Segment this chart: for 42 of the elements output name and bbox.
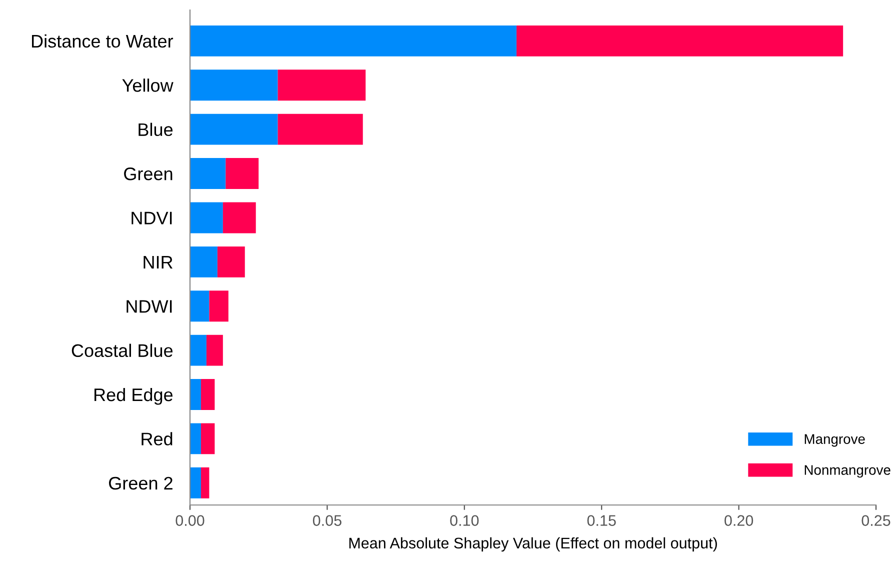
- y-tick-label: Green 2: [109, 476, 172, 490]
- bar: [209, 290, 228, 322]
- x-tick-label: 0.05: [312, 515, 342, 526]
- bar: [226, 158, 259, 189]
- bar: [200, 379, 215, 410]
- y-tick-label: NDVI: [132, 212, 172, 224]
- bar: [217, 246, 245, 278]
- bar: [190, 246, 218, 278]
- bar: [278, 114, 363, 145]
- y-tick-label: Blue: [138, 122, 173, 136]
- legend-label: Mangrove: [804, 434, 865, 447]
- bar: [190, 379, 201, 410]
- bar: [200, 423, 215, 454]
- x-tick-label: 0.25: [862, 515, 890, 526]
- bar: [190, 25, 517, 56]
- x-tick-label: 0.15: [587, 515, 616, 526]
- y-tick-label: Coastal Blue: [72, 344, 173, 358]
- y-tick-label: Green: [124, 167, 172, 180]
- bar: [206, 334, 223, 366]
- bar: [190, 202, 223, 234]
- y-tick-label: Distance to Water: [32, 34, 174, 48]
- x-tick-label: 0.10: [450, 515, 479, 526]
- y-tick-label: NIR: [144, 256, 172, 268]
- bar: [190, 158, 226, 189]
- y-tick-label: NDWI: [126, 300, 172, 313]
- y-tick-label: Red Edge: [94, 388, 173, 405]
- legend-label: Nonmangrove: [804, 465, 890, 478]
- bar: [222, 202, 256, 234]
- bar: [190, 70, 278, 101]
- bar: [516, 25, 844, 56]
- bar: [190, 467, 201, 498]
- bar: [190, 290, 210, 322]
- bar: [190, 423, 201, 454]
- bar: [190, 114, 278, 145]
- x-tick-label: 0.00: [176, 515, 204, 526]
- y-tick-label: Red: [142, 432, 172, 446]
- bar: [200, 467, 210, 498]
- bar: [190, 334, 206, 366]
- bar: [278, 70, 366, 101]
- y-tick-label: Yellow: [122, 78, 174, 92]
- x-tick-label: 0.20: [724, 515, 754, 526]
- x-axis-title: Mean Absolute Shapley Value (Effect on model output): [349, 537, 717, 552]
